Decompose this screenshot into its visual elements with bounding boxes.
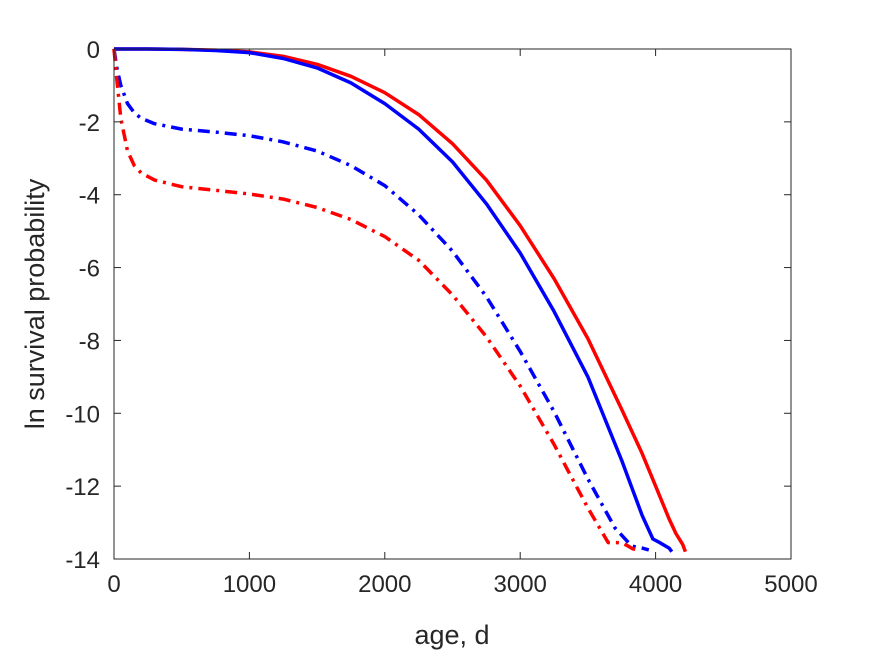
- series-layer: [112, 47, 688, 553]
- x-ticks: 0 1000 2000 3000 4000 5000: [107, 49, 818, 598]
- y-axis-title: ln survival probability: [20, 178, 50, 429]
- y-tick-label: -6: [79, 256, 100, 283]
- y-tick-label: -14: [65, 547, 100, 574]
- series-line-4: [112, 48, 639, 552]
- x-tick-label: 3000: [494, 571, 547, 598]
- series-line-2: [114, 47, 674, 553]
- y-tick-label: -4: [79, 183, 100, 210]
- x-tick-label: 2000: [358, 571, 411, 598]
- y-tick-label: -12: [65, 474, 100, 501]
- x-tick-label: 1000: [223, 571, 276, 598]
- x-tick-label: 4000: [629, 571, 682, 598]
- x-axis-title: age, d: [414, 620, 489, 650]
- plot-area: [114, 49, 791, 559]
- y-tick-label: -10: [65, 401, 100, 428]
- y-tick-label: 0: [87, 37, 100, 64]
- y-tick-label: -8: [79, 328, 100, 355]
- y-ticks: 0 -2 -4 -6 -8 -10 -12 -14: [65, 37, 791, 574]
- x-tick-label: 0: [107, 571, 120, 598]
- x-tick-label: 5000: [764, 571, 817, 598]
- plot-frame: [113, 48, 792, 560]
- y-tick-label: -2: [79, 110, 100, 137]
- series-line-3: [112, 48, 650, 552]
